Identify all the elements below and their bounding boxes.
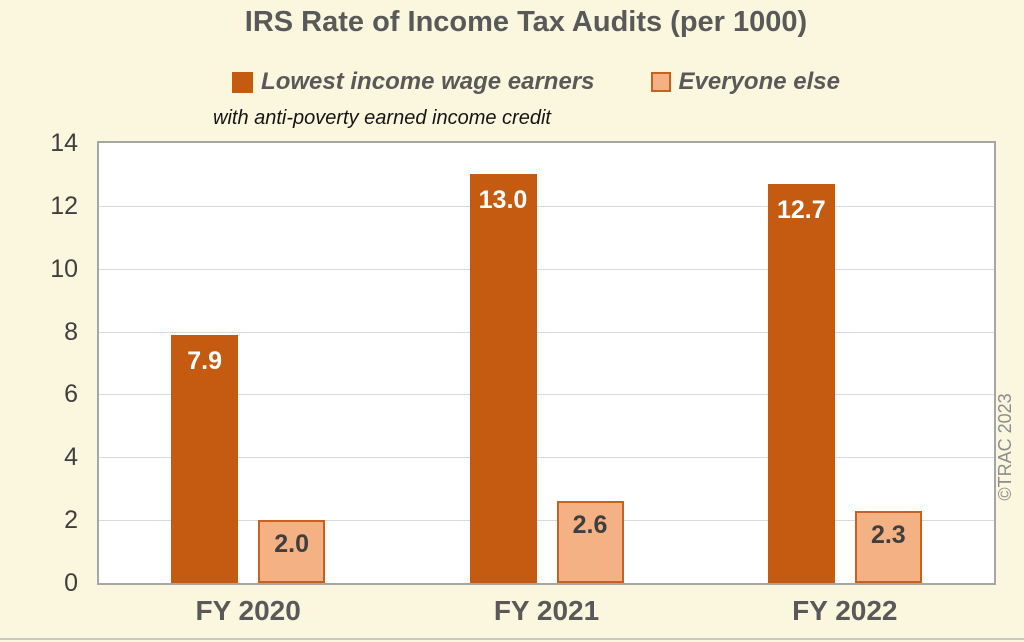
legend-swatch-lowest-income [232, 71, 254, 93]
x-axis-label-fy-2022: FY 2022 [792, 595, 898, 626]
chart-title: IRS Rate of Income Tax Audits (per 1000) [244, 6, 808, 38]
legend-label-everyone-else: Everyone else [678, 68, 840, 95]
bar-value-label-lowest-income-wage-earners-fy-2020: 7.9 [187, 346, 223, 375]
plot-area: 7.9 2.0 13.0 2.6 12.7 2.3 [97, 141, 996, 585]
bar-lowest-income-wage-earners-fy-2020: 7.9 [171, 334, 239, 583]
y-tick-label-10: 10 [50, 254, 78, 283]
bar-lowest-income-wage-earners-fy-2021: 13.0 [469, 174, 537, 583]
gridline-6 [99, 394, 994, 396]
bar-value-label-lowest-income-wage-earners-fy-2022: 12.7 [776, 195, 826, 224]
y-tick-label-8: 8 [64, 317, 78, 346]
y-tick-label-14: 14 [50, 129, 78, 157]
y-tick-label-2: 2 [64, 506, 78, 535]
bottom-divider [0, 638, 1024, 640]
gridline-4 [99, 457, 994, 459]
bar-value-label-everyone-else-fy-2021: 2.6 [572, 511, 608, 540]
gridline-12 [99, 205, 994, 207]
gridline-10 [99, 268, 994, 270]
legend-label-lowest-income: Lowest income wage earners [261, 68, 595, 95]
gridline-8 [99, 331, 994, 333]
legend-item-everyone-else: Everyone else [650, 68, 840, 96]
legend: Lowest income wage earners Everyone else [24, 68, 1024, 96]
x-axis-label-fy-2020: FY 2020 [195, 595, 301, 626]
bar-value-label-everyone-else-fy-2020: 2.0 [274, 530, 310, 559]
y-tick-label-12: 12 [50, 191, 78, 220]
y-tick-label-0: 0 [64, 569, 78, 597]
bar-value-label-lowest-income-wage-earners-fy-2021: 13.0 [478, 186, 528, 215]
bar-everyone-else-fy-2021: 2.6 [556, 501, 624, 583]
y-tick-label-4: 4 [64, 443, 78, 472]
legend-item-lowest-income: Lowest income wage earners [232, 68, 595, 96]
bar-value-label-everyone-else-fy-2022: 2.3 [870, 520, 906, 549]
x-axis: FY 2020 FY 2021 FY 2022 [99, 595, 994, 635]
y-axis: 0 2 4 6 8 10 12 14 [0, 0, 78, 642]
x-axis-label-fy-2021: FY 2021 [493, 595, 600, 626]
watermark: ©TRAC 2023 [995, 393, 1015, 501]
legend-subtitle: with anti-poverty earned income credit [213, 107, 551, 129]
bar-lowest-income-wage-earners-fy-2022: 12.7 [767, 183, 835, 583]
legend-swatch-everyone-else [650, 72, 671, 92]
y-tick-label-6: 6 [64, 380, 78, 409]
bar-everyone-else-fy-2020: 2.0 [258, 520, 326, 583]
bar-everyone-else-fy-2022: 2.3 [854, 510, 922, 583]
gridline-2 [99, 520, 994, 522]
